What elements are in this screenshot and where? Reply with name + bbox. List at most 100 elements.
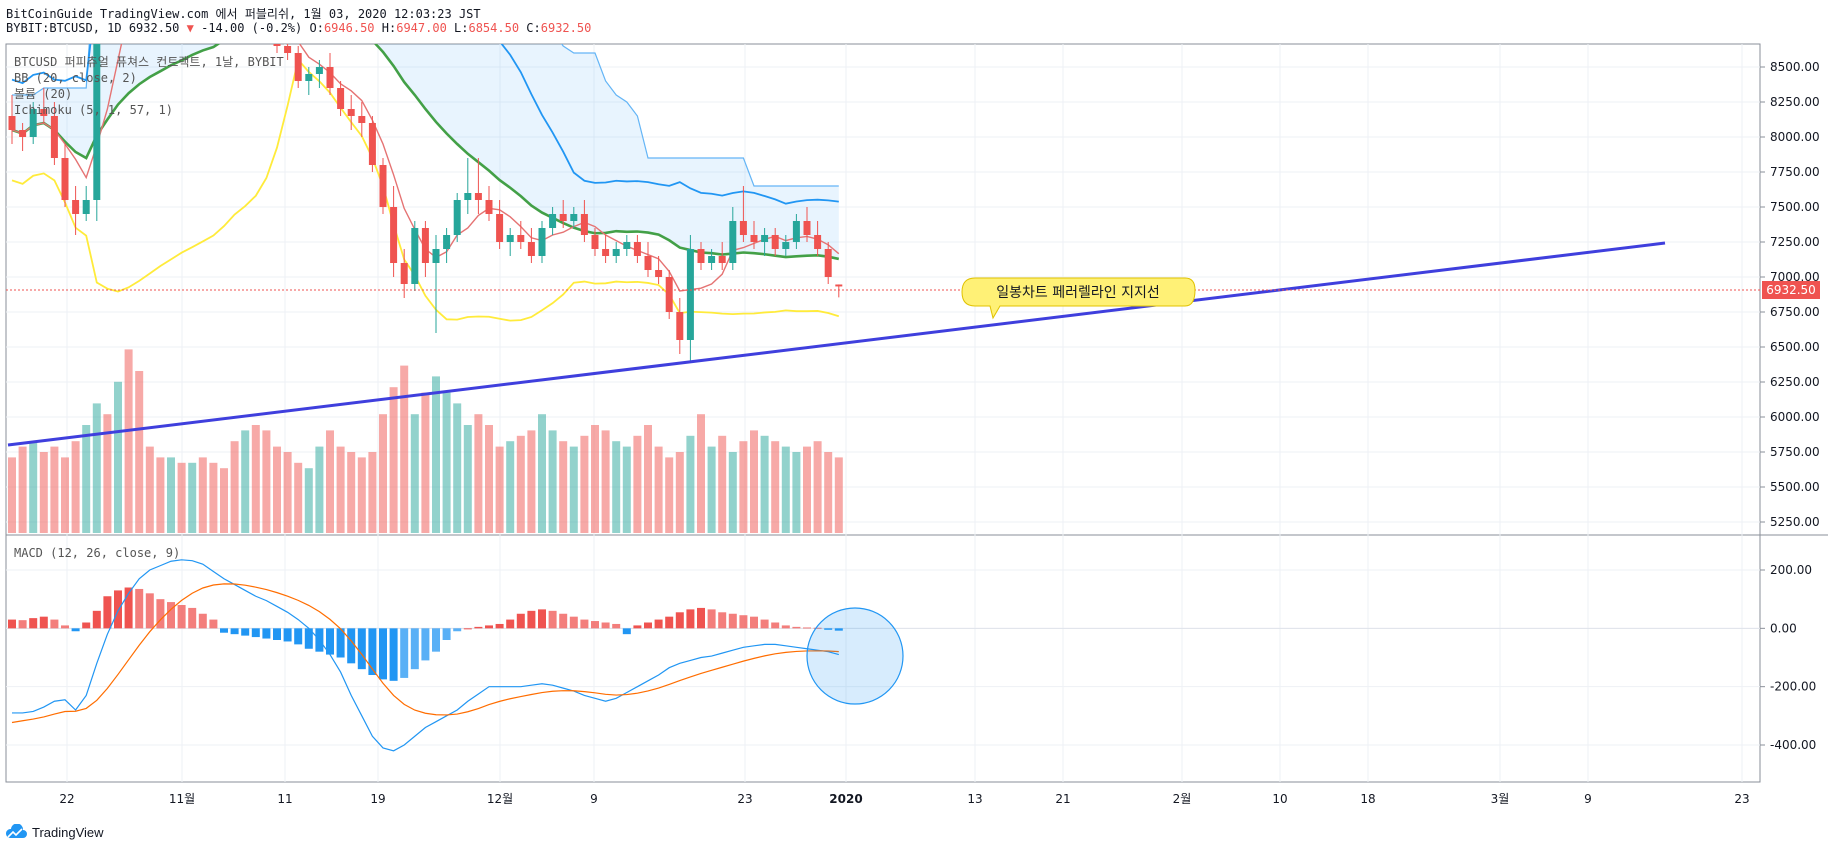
ohlc-bar: BYBIT:BTCUSD, 1D 6932.50 ▼ -14.00 (-0.2%… [6,21,591,35]
publish-text: BitCoinGuide TradingView.com 에서 퍼블리쉬, 1월… [6,7,481,21]
macd-line [12,559,839,752]
candle-38 [411,221,419,291]
price-tick-9: 6250.00 [1770,375,1820,389]
macd-hist-44 [474,626,483,629]
candle-4 [50,102,58,165]
candle-48 [517,221,525,249]
candle-32 [347,95,355,130]
volume-bar-53 [569,446,578,533]
candle-55 [591,228,599,256]
macd-hist-69 [739,615,748,629]
time-tick-6: 23 [737,792,752,806]
macd-hist-1 [18,620,27,629]
candle-34 [368,116,376,172]
macd-hist-8 [92,610,101,629]
candle-45 [485,186,493,221]
legend-volume: 볼륨 (20) [14,87,72,101]
support-trendline[interactable] [7,241,1666,447]
main-legend: BTCUSD 퍼피츄얼 퓨쳐스 컨트랙트, 1날, BYBIT BB (20, … [14,55,284,117]
macd-hist-65 [697,607,705,629]
grid [6,44,1760,782]
macd-axis-ticks: 200.00 0.00 -200.00 -400.00 [1760,563,1816,752]
price-tick-12: 5500.00 [1770,480,1820,494]
macd-hist-34 [368,628,377,675]
macd-hist-42 [453,628,462,632]
macd-hist-48 [516,613,525,629]
price-tick-3: 7750.00 [1770,165,1820,179]
volume-bar-51 [548,430,557,533]
last-price: 6932.50 [128,21,180,35]
macd-hist-9 [103,596,112,629]
macd-hist-18 [198,613,207,629]
open-value: 6946.50 [323,21,375,35]
candlesticks [8,0,843,361]
price-tick-8: 6500.00 [1770,340,1820,354]
macd-hist-2 [29,618,38,629]
macd-hist-59 [633,625,642,629]
macd-hist-61 [654,619,663,629]
volume-bar-62 [665,457,674,533]
high-value: 6947.00 [396,21,447,35]
candle-27 [294,46,302,88]
macd-hist-30 [326,628,334,655]
volume-bar-77 [824,452,833,533]
volume-bar-40 [432,376,440,533]
annotation-bubble [961,277,1196,320]
macd-hist-25 [273,628,281,640]
macd-tick-2: -200.00 [1770,680,1816,694]
volume-bar-13 [145,446,154,533]
time-tick-13: 3월 [1491,792,1510,806]
close-label: C: [526,21,541,35]
macd-hist-17 [188,607,197,629]
candle-76 [814,221,822,256]
volume-bar-74 [792,452,801,533]
volume-bar-67 [718,435,727,533]
change-value: -14.00 (-0.2%) [201,21,303,35]
volume-bar-12 [135,371,144,533]
macd-hist-27 [294,628,303,645]
volume-bar-25 [273,446,281,533]
macd-hist-72 [771,622,780,629]
volume-bar-19 [209,462,218,533]
time-tick-7: 2020 [829,792,862,806]
candle-7 [82,186,90,221]
legend-macd: MACD (12, 26, close, 9) [14,546,180,560]
volume-bar-49 [527,430,536,533]
macd-hist-76 [813,627,822,629]
candle-22 [242,0,249,11]
candle-66 [708,249,716,270]
candle-47 [506,228,514,256]
macd-hist-31 [336,628,345,658]
macd-hist-35 [379,628,387,680]
volume-bar-5 [61,457,69,533]
volume-bar-56 [601,430,610,533]
price-tick-7: 6750.00 [1770,305,1820,319]
price-tick-13: 5250.00 [1770,515,1820,529]
candle-53 [570,207,578,228]
volume-bar-73 [781,446,790,533]
candle-69 [739,186,747,242]
candle-72 [771,228,779,256]
time-tick-1: 11월 [169,792,195,806]
high-label: H: [381,21,397,35]
low-label: L: [454,21,469,35]
macd-hist-5 [61,625,69,629]
ichimoku-cloud [12,44,839,259]
macd-hist-24 [262,628,271,639]
price-tick-4: 7500.00 [1770,200,1820,214]
price-tick-2: 8000.00 [1770,130,1820,144]
candle-21 [231,0,238,11]
candle-3 [40,88,48,123]
candle-37 [400,249,408,298]
candle-31 [337,81,345,116]
annotation-callout[interactable]: 일봉차트 페러렐라인 지지선 [961,277,1196,320]
trendline-group [7,241,1666,447]
volume-bar-41 [442,392,451,533]
macd-hist-78 [834,628,843,631]
macd-hist-32 [347,628,356,664]
candle-33 [358,102,366,137]
volume-bar-23 [251,425,260,533]
volume-bar-34 [368,452,377,533]
macd-hist-4 [50,619,59,629]
